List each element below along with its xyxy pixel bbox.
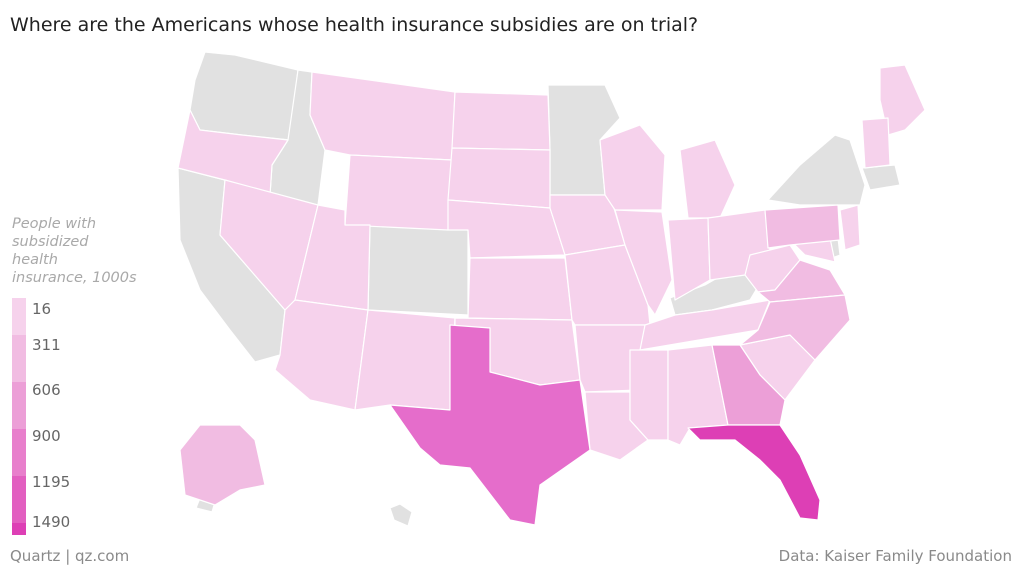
state-wyoming [344,154,453,231]
legend-swatch-3 [12,382,26,429]
state-wisconsin [599,124,666,211]
state-washington [189,51,299,141]
state-arkansas [574,324,646,393]
state-texas [389,324,591,526]
state-north-carolina [739,294,851,361]
legend-tick-606: 606 [32,381,61,399]
state-north-dakota [451,91,551,151]
legend-tick-1490: 1490 [32,513,71,531]
state-montana [309,71,456,161]
legend-tick-16: 16 [32,300,52,318]
state-florida [687,424,821,521]
state-south-dakota [447,147,551,209]
legend-swatch-6 [12,523,26,535]
legend-swatch-1 [12,298,26,335]
state-mississippi [629,349,669,441]
state-new-jersey [839,204,861,251]
state-oregon [177,109,289,196]
state-hawaii [389,503,413,527]
state-colorado [367,224,469,316]
data-source: Data: Kaiser Family Foundation [778,547,1012,565]
legend-tick-1195: 1195 [32,473,71,491]
legend-title: People with subsidized health insurance,… [12,216,137,286]
state-new-mexico [354,309,456,411]
state-massachusetts-ct-ri [861,164,901,191]
legend-swatch-2 [12,335,26,382]
state-new-york [767,134,866,206]
legend-swatch-4 [12,429,26,476]
legend-tick-900: 900 [32,427,61,445]
chart-title: Where are the Americans whose health ins… [10,14,699,36]
state-michigan [679,139,736,219]
state-alaska [179,424,266,506]
state-new-hampshire-vermont [861,117,891,169]
state-pennsylvania [764,204,841,249]
legend-tick-311: 311 [32,336,61,354]
legend-swatch-5 [12,476,26,523]
state-kansas [467,257,573,321]
source-credit: Quartz | qz.com [10,547,130,565]
state-arizona [274,299,369,411]
state-maine [879,64,926,136]
state-illinois [614,209,673,316]
